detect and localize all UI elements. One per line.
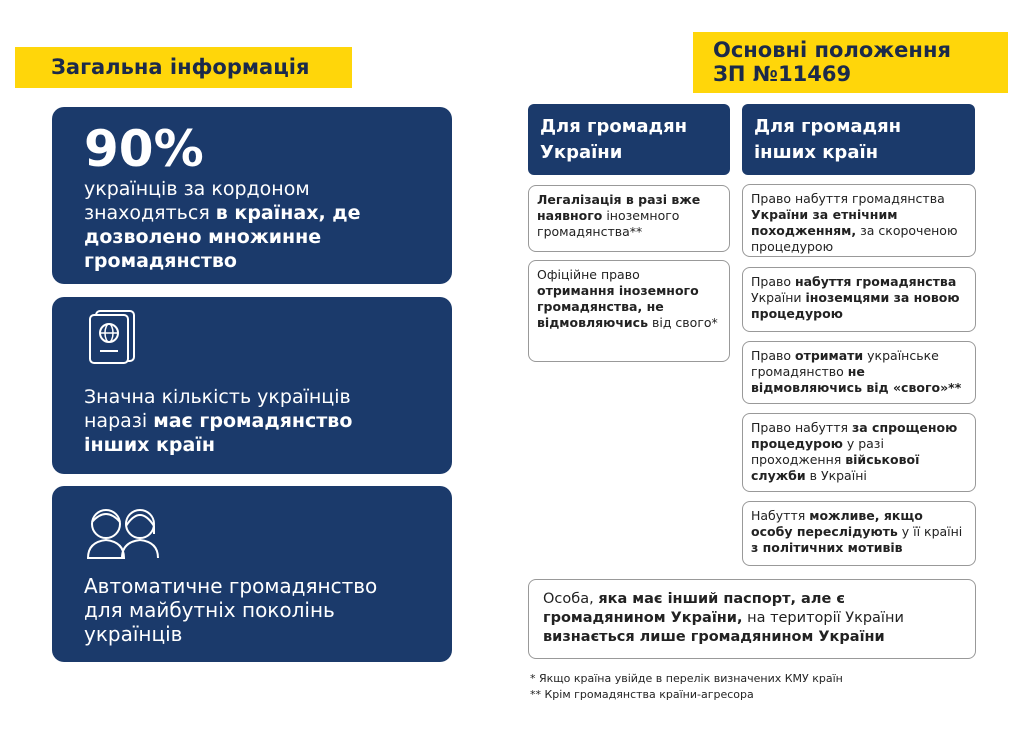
text-segment: українців за кордоном знаходяться (84, 178, 310, 224)
column-header: Для громадян інших країн (742, 104, 975, 175)
item-box: Право набуття громадянства України за ет… (742, 184, 976, 257)
title-line: ЗП №11469 (713, 62, 852, 86)
text-segment: Право набуття громадянства (751, 191, 945, 206)
item-box: Офіційне право отримання іноземного гром… (528, 260, 730, 362)
passport-icon (89, 310, 135, 364)
text-segment: у її країні (897, 524, 963, 539)
text-segment: Право (751, 348, 795, 363)
bottom-note: Особа, яка має інший паспорт, але є гром… (528, 579, 976, 659)
card-text: Значна кількість українців наразі має гр… (84, 385, 384, 457)
children-icon (86, 509, 159, 559)
footnote: * Якщо країна увійде в перелік визначени… (530, 672, 843, 685)
text-segment: України (751, 290, 806, 305)
text-segment: іноземного громадянства** (537, 208, 680, 239)
text-segment: Набуття (751, 508, 810, 523)
item-box: Легалізація в разі вже наявного іноземно… (528, 185, 730, 252)
text-segment: набуття громадянства (794, 274, 957, 289)
text-segment: в Україні (805, 468, 867, 483)
info-card: 90% українців за кордоном знаходяться в … (52, 107, 452, 284)
text-segment: Право (751, 274, 795, 289)
text-segment: в країнах, де дозволено множинне громадя… (84, 202, 361, 272)
card-text: українців за кордоном знаходяться в краї… (84, 177, 384, 273)
text-segment: у разі проходження (751, 436, 884, 467)
text-segment: Офіційне право (537, 267, 640, 282)
headline: 90% (84, 120, 204, 178)
text-segment: на території України (742, 610, 904, 626)
title-line: Основні положення (713, 38, 951, 62)
footnote: ** Крім громадянства країни-агресора (530, 688, 754, 701)
text-segment: визнається лише громадянином України (543, 629, 885, 645)
item-box: Право набуття громадянства України інозе… (742, 267, 976, 332)
text-segment: з політичних мотивів (751, 540, 903, 555)
text-segment: отримання іноземного громадянства, не ві… (537, 283, 699, 330)
card-text: Автоматичне громадянство для майбутніх п… (84, 574, 394, 646)
section-title: Основні положення ЗП №11469 (693, 32, 1008, 93)
text-segment: Автоматичне громадянство для майбутніх п… (84, 574, 378, 646)
text-segment: не відмовляючись від «свого»** (751, 364, 962, 395)
text-segment: Легалізація в разі вже наявного (537, 192, 701, 223)
text-segment: можливе, якщо особу переслідують (751, 508, 923, 539)
text-segment: Значна кількість українців наразі (84, 386, 351, 432)
column-header: Для громадян України (528, 104, 730, 175)
text-segment: Право набуття (751, 420, 852, 435)
text-segment: отримати (794, 348, 864, 363)
text-segment: має громадянство інших країн (84, 410, 353, 456)
section-title: Загальна інформація (15, 47, 352, 88)
text-segment: України за етнічним походженням, (751, 207, 898, 238)
item-box: Право набуття за спрощеною процедурою у … (742, 413, 976, 492)
text-segment: яка має інший паспорт, але є громадянино… (543, 591, 845, 626)
text-segment: за скороченою процедурою (751, 223, 958, 254)
info-card: Автоматичне громадянство для майбутніх п… (52, 486, 452, 662)
text-segment: військової служби (751, 452, 920, 483)
info-card: Значна кількість українців наразі має гр… (52, 297, 452, 474)
text-segment: українське громадянство (751, 348, 939, 379)
text-segment: за спрощеною процедурою (751, 420, 958, 451)
item-box: Набуття можливе, якщо особу переслідують… (742, 501, 976, 566)
item-box: Право отримати українське громадянство н… (742, 341, 976, 404)
text-segment: від свого* (648, 315, 718, 330)
text-segment: Особа, (543, 591, 599, 607)
text-segment: іноземцями за новою процедурою (751, 290, 960, 321)
